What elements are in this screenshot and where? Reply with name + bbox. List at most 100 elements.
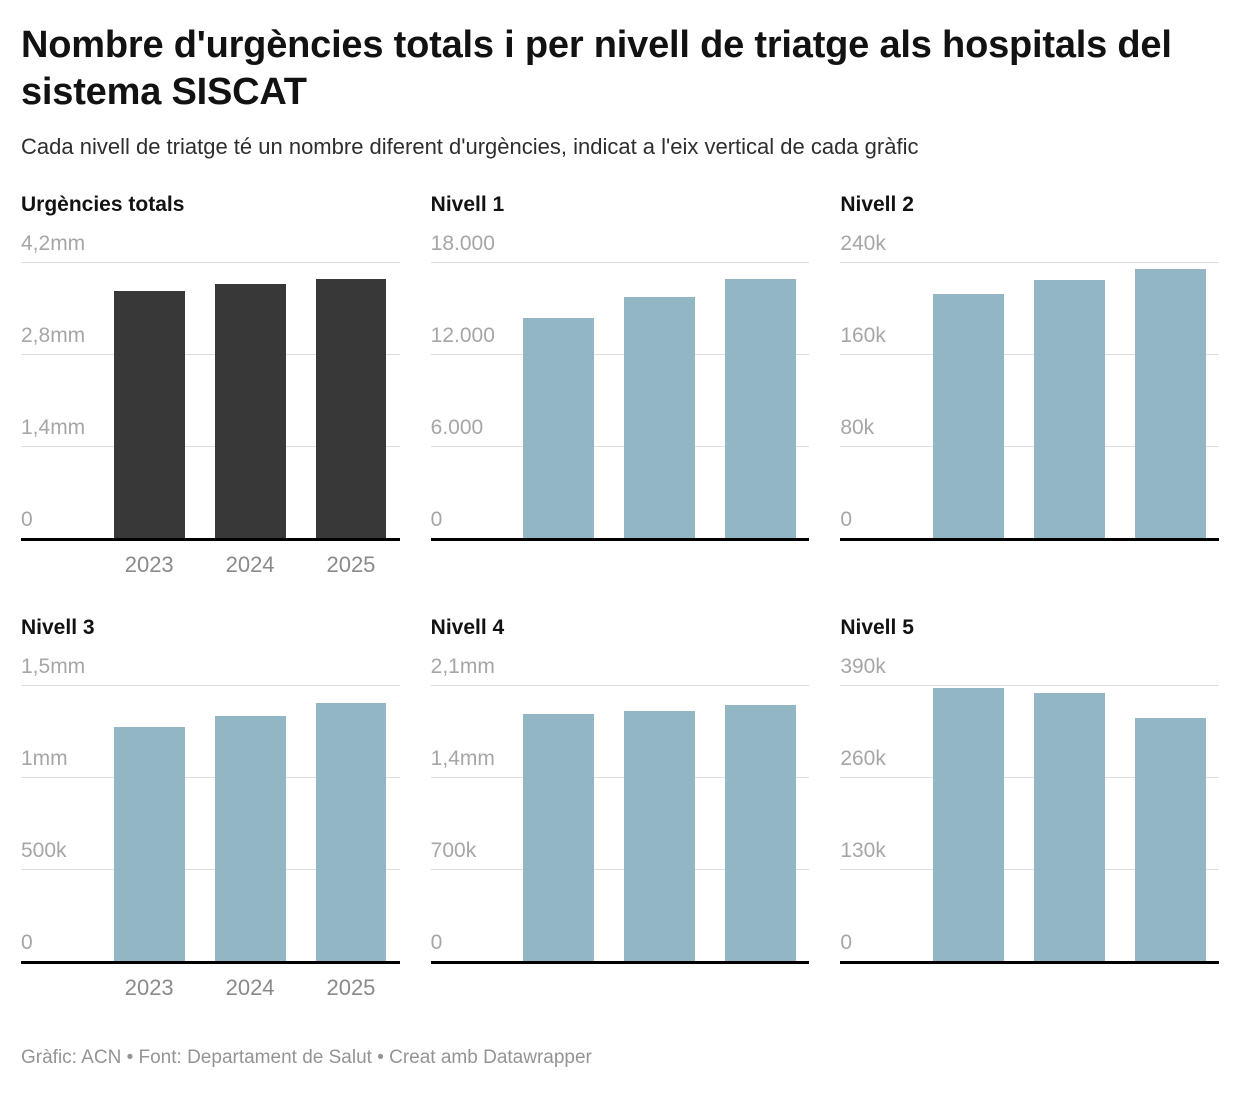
y-axis-tick-label: 260k (840, 746, 886, 770)
x-axis-labels (523, 964, 796, 1008)
bar-2023 (113, 727, 185, 961)
y-axis-tick-label: 700k (430, 838, 477, 862)
x-axis-label-2025: 2025 (326, 552, 376, 577)
chart-panel-nivell-4: Nivell 4 2,1mm 1,4mm 700k 0 (430, 615, 810, 1008)
gridline (21, 262, 400, 263)
x-axis-label-2023: 2023 (124, 975, 174, 1000)
gridline (430, 685, 810, 686)
y-axis-tick-label: 0 (21, 930, 33, 954)
bars-group (933, 262, 1206, 538)
plot-area: 390k 260k 130k 0 (840, 655, 1219, 964)
gridline (840, 262, 1219, 263)
gridline (840, 776, 1219, 778)
x-axis-label-2024: 2024 (225, 975, 275, 1000)
bar-2024 (1033, 280, 1105, 538)
x-axis-label-2023: 2023 (124, 552, 174, 577)
page-subtitle: Cada nivell de triatge té un nombre dife… (21, 134, 919, 159)
x-axis-labels (933, 541, 1206, 585)
y-axis-tick-label: 6.000 (430, 415, 484, 439)
y-axis-tick-label: 0 (430, 507, 443, 531)
gridline (430, 262, 810, 263)
y-axis-tick-label: 18.000 (430, 232, 495, 255)
y-axis-tick-label: 0 (840, 930, 853, 954)
bar-2025 (315, 703, 387, 961)
y-axis-tick-label: 1,5mm (21, 655, 86, 678)
y-axis-tick-label: 1,4mm (21, 415, 86, 439)
bar-2024 (214, 283, 286, 538)
gridline (430, 353, 810, 355)
y-axis-tick-label: 240k (840, 232, 886, 255)
chart-panel-nivell-2: Nivell 2 240k 160k 80k 0 (840, 192, 1219, 585)
chart-title: Nivell 3 (21, 616, 95, 639)
y-axis-tick-label: 0 (21, 507, 33, 531)
bar-2023 (523, 713, 595, 961)
x-axis-labels: 2023 2024 2025 (114, 964, 387, 1008)
bar-2024 (214, 716, 286, 961)
gridline (840, 685, 1219, 686)
bar-2025 (315, 279, 387, 538)
gridline (21, 446, 400, 447)
bar-2024 (624, 296, 696, 538)
bar-2023 (933, 294, 1004, 538)
plot-area: 1,5mm 1mm 500k 0 (21, 655, 400, 964)
gridline (21, 353, 400, 355)
x-axis-label-2024: 2024 (225, 552, 275, 577)
footer-byline: Gràfic: ACN • Font: Departament de Salut… (21, 1047, 592, 1068)
y-axis-tick-label: 2,8mm (21, 323, 86, 347)
y-axis-tick-label: 1mm (21, 746, 68, 770)
x-axis-labels (933, 964, 1206, 1008)
chart-panel-nivell-5: Nivell 5 390k 260k 130k 0 (840, 615, 1219, 1008)
bars-group (523, 262, 797, 538)
gridline (21, 776, 400, 778)
plot-area: 4,2mm 2,8mm 1,4mm 0 (21, 232, 400, 541)
gridline (840, 446, 1219, 447)
bar-2024 (1033, 692, 1105, 961)
gridline (840, 353, 1219, 355)
gridline (21, 869, 400, 870)
bar-2025 (725, 278, 797, 538)
gridline (840, 869, 1219, 870)
y-axis-tick-label: 130k (840, 838, 886, 862)
y-axis-tick-label: 2,1mm (430, 655, 495, 678)
chart-title: Nivell 4 (430, 616, 505, 639)
bar-2023 (113, 290, 185, 538)
gridline (21, 685, 400, 686)
y-axis-tick-label: 12.000 (430, 323, 495, 347)
plot-area: 18.000 12.000 6.000 0 (430, 232, 810, 541)
charts-grid: Urgències totals 4,2mm 2,8mm 1,4mm 0 2023 2024… (21, 192, 1219, 1008)
bar-2025 (725, 704, 797, 961)
gridline (430, 869, 810, 870)
y-axis-tick-label: 500k (21, 838, 67, 862)
bars-group (113, 685, 387, 961)
plot-area: 240k 160k 80k 0 (840, 232, 1219, 541)
bar-2023 (523, 318, 595, 538)
gridline (430, 776, 810, 778)
y-axis-tick-label: 160k (840, 323, 886, 347)
plot-area: 2,1mm 1,4mm 700k 0 (430, 655, 810, 964)
gridline (430, 446, 810, 447)
page-title: Nombre d'urgències totals i per nivell d… (21, 24, 1172, 113)
bars-group (523, 685, 797, 961)
chart-title: Nivell 5 (840, 616, 914, 639)
chart-title: Urgències totals (21, 193, 185, 216)
y-axis-tick-label: 0 (840, 507, 853, 531)
x-axis-label-2025: 2025 (326, 975, 376, 1000)
chart-panel-nivell-1: Nivell 1 18.000 12.000 6.000 0 (430, 192, 810, 585)
chart-title: Nivell 2 (840, 193, 914, 216)
chart-title: Nivell 1 (430, 193, 505, 216)
bar-2025 (1134, 268, 1206, 538)
y-axis-tick-label: 4,2mm (21, 232, 86, 255)
x-axis-labels (523, 541, 796, 585)
x-axis-labels: 2023 2024 2025 (114, 541, 387, 585)
bar-2024 (624, 711, 696, 961)
bars-group (933, 685, 1206, 961)
bars-group (113, 262, 387, 538)
bar-2025 (1134, 718, 1206, 961)
y-axis-tick-label: 1,4mm (430, 746, 495, 770)
y-axis-tick-label: 390k (840, 655, 886, 678)
chart-panel-urg-ncies-totals: Urgències totals 4,2mm 2,8mm 1,4mm 0 2023 2024… (21, 192, 400, 585)
y-axis-tick-label: 0 (430, 930, 443, 954)
chart-panel-nivell-3: Nivell 3 1,5mm 1mm 500k 0 2023 2024 2025 (21, 615, 400, 1008)
bar-2023 (933, 687, 1004, 961)
